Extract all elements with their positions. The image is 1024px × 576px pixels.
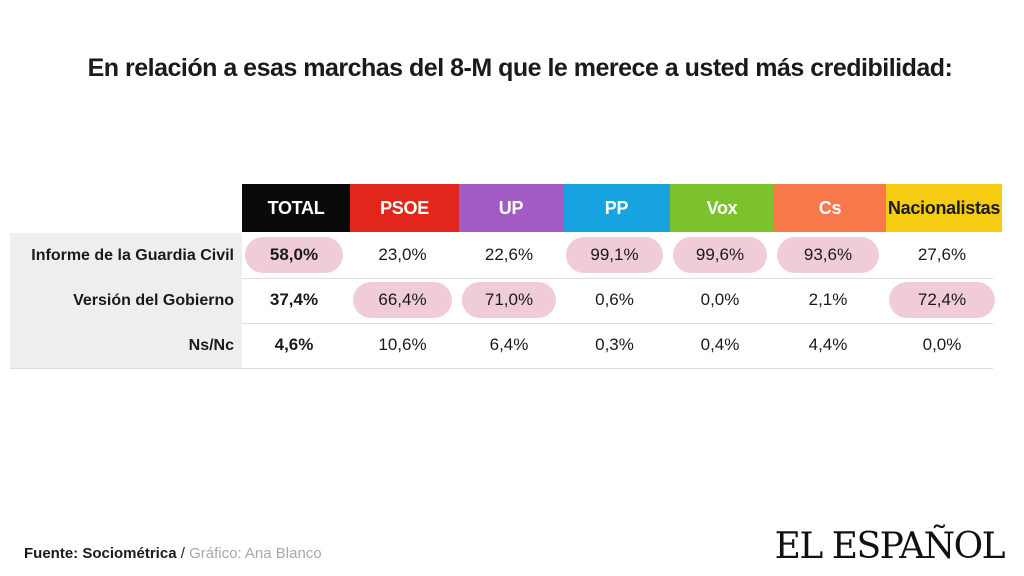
highlight-pill: [777, 237, 879, 273]
column-header-vox: Vox: [670, 184, 774, 232]
highlight-pill: [353, 282, 452, 318]
row-separator: [10, 278, 993, 279]
source-label: Fuente: Sociométrica: [24, 545, 177, 562]
row-separator: [10, 368, 993, 369]
table-cell: 27,6%: [917, 245, 967, 264]
table-cell: 37,4%: [269, 290, 319, 309]
table-cell: 22,6%: [484, 245, 534, 264]
highlight-pill: [245, 237, 343, 273]
source-credit: Fuente: Sociométrica / Gráfico: Ana Blan…: [24, 545, 322, 562]
table-cell: 0,6%: [595, 290, 634, 309]
column-header-up: UP: [459, 184, 563, 232]
row-separator: [10, 323, 993, 324]
table-cell: 2,1%: [808, 290, 848, 309]
table-cell: 0,0%: [922, 335, 962, 354]
column-header-psoe: PSOE: [350, 184, 459, 232]
el-espanol-logo: EL ESPAÑOL: [774, 526, 1006, 567]
table-cell: 0,3%: [595, 335, 634, 354]
row-label: Ns/Nc: [10, 323, 242, 369]
table-cell: 6,4%: [489, 335, 529, 354]
table-cell: 0,0%: [700, 290, 740, 309]
highlight-pill: [889, 282, 995, 318]
table-cell: 71,0%: [484, 290, 534, 309]
graphic-credit: Gráfico: Ana Blanco: [189, 545, 322, 562]
table-cell: 99,6%: [695, 245, 745, 264]
table-cell: 4,4%: [808, 335, 848, 354]
column-header-nacionalistas: Nacionalistas: [886, 184, 1002, 232]
table-cell: 93,6%: [803, 245, 853, 264]
table-cell: 10,6%: [378, 335, 427, 354]
source-separator: /: [176, 545, 190, 562]
column-header-cs: Cs: [774, 184, 886, 232]
table-cell: 58,0%: [269, 245, 319, 264]
table-cell: 23,0%: [378, 245, 427, 264]
highlight-pill: [566, 237, 663, 273]
column-header-pp: PP: [563, 184, 670, 232]
chart-title: En relación a esas marchas del 8-M que l…: [87, 54, 953, 82]
highlight-pill: [673, 237, 767, 273]
row-label: Informe de la Guardia Civil: [10, 233, 242, 279]
highlight-pill: [462, 282, 556, 318]
column-header-total: TOTAL: [242, 184, 350, 232]
row-label: Versión del Gobierno: [10, 278, 242, 324]
table-cell: 72,4%: [917, 290, 967, 309]
table-cell: 66,4%: [378, 290, 427, 309]
table-cell: 99,1%: [590, 245, 639, 264]
table-cell: 0,4%: [700, 335, 740, 354]
table-cell: 4,6%: [274, 335, 314, 354]
